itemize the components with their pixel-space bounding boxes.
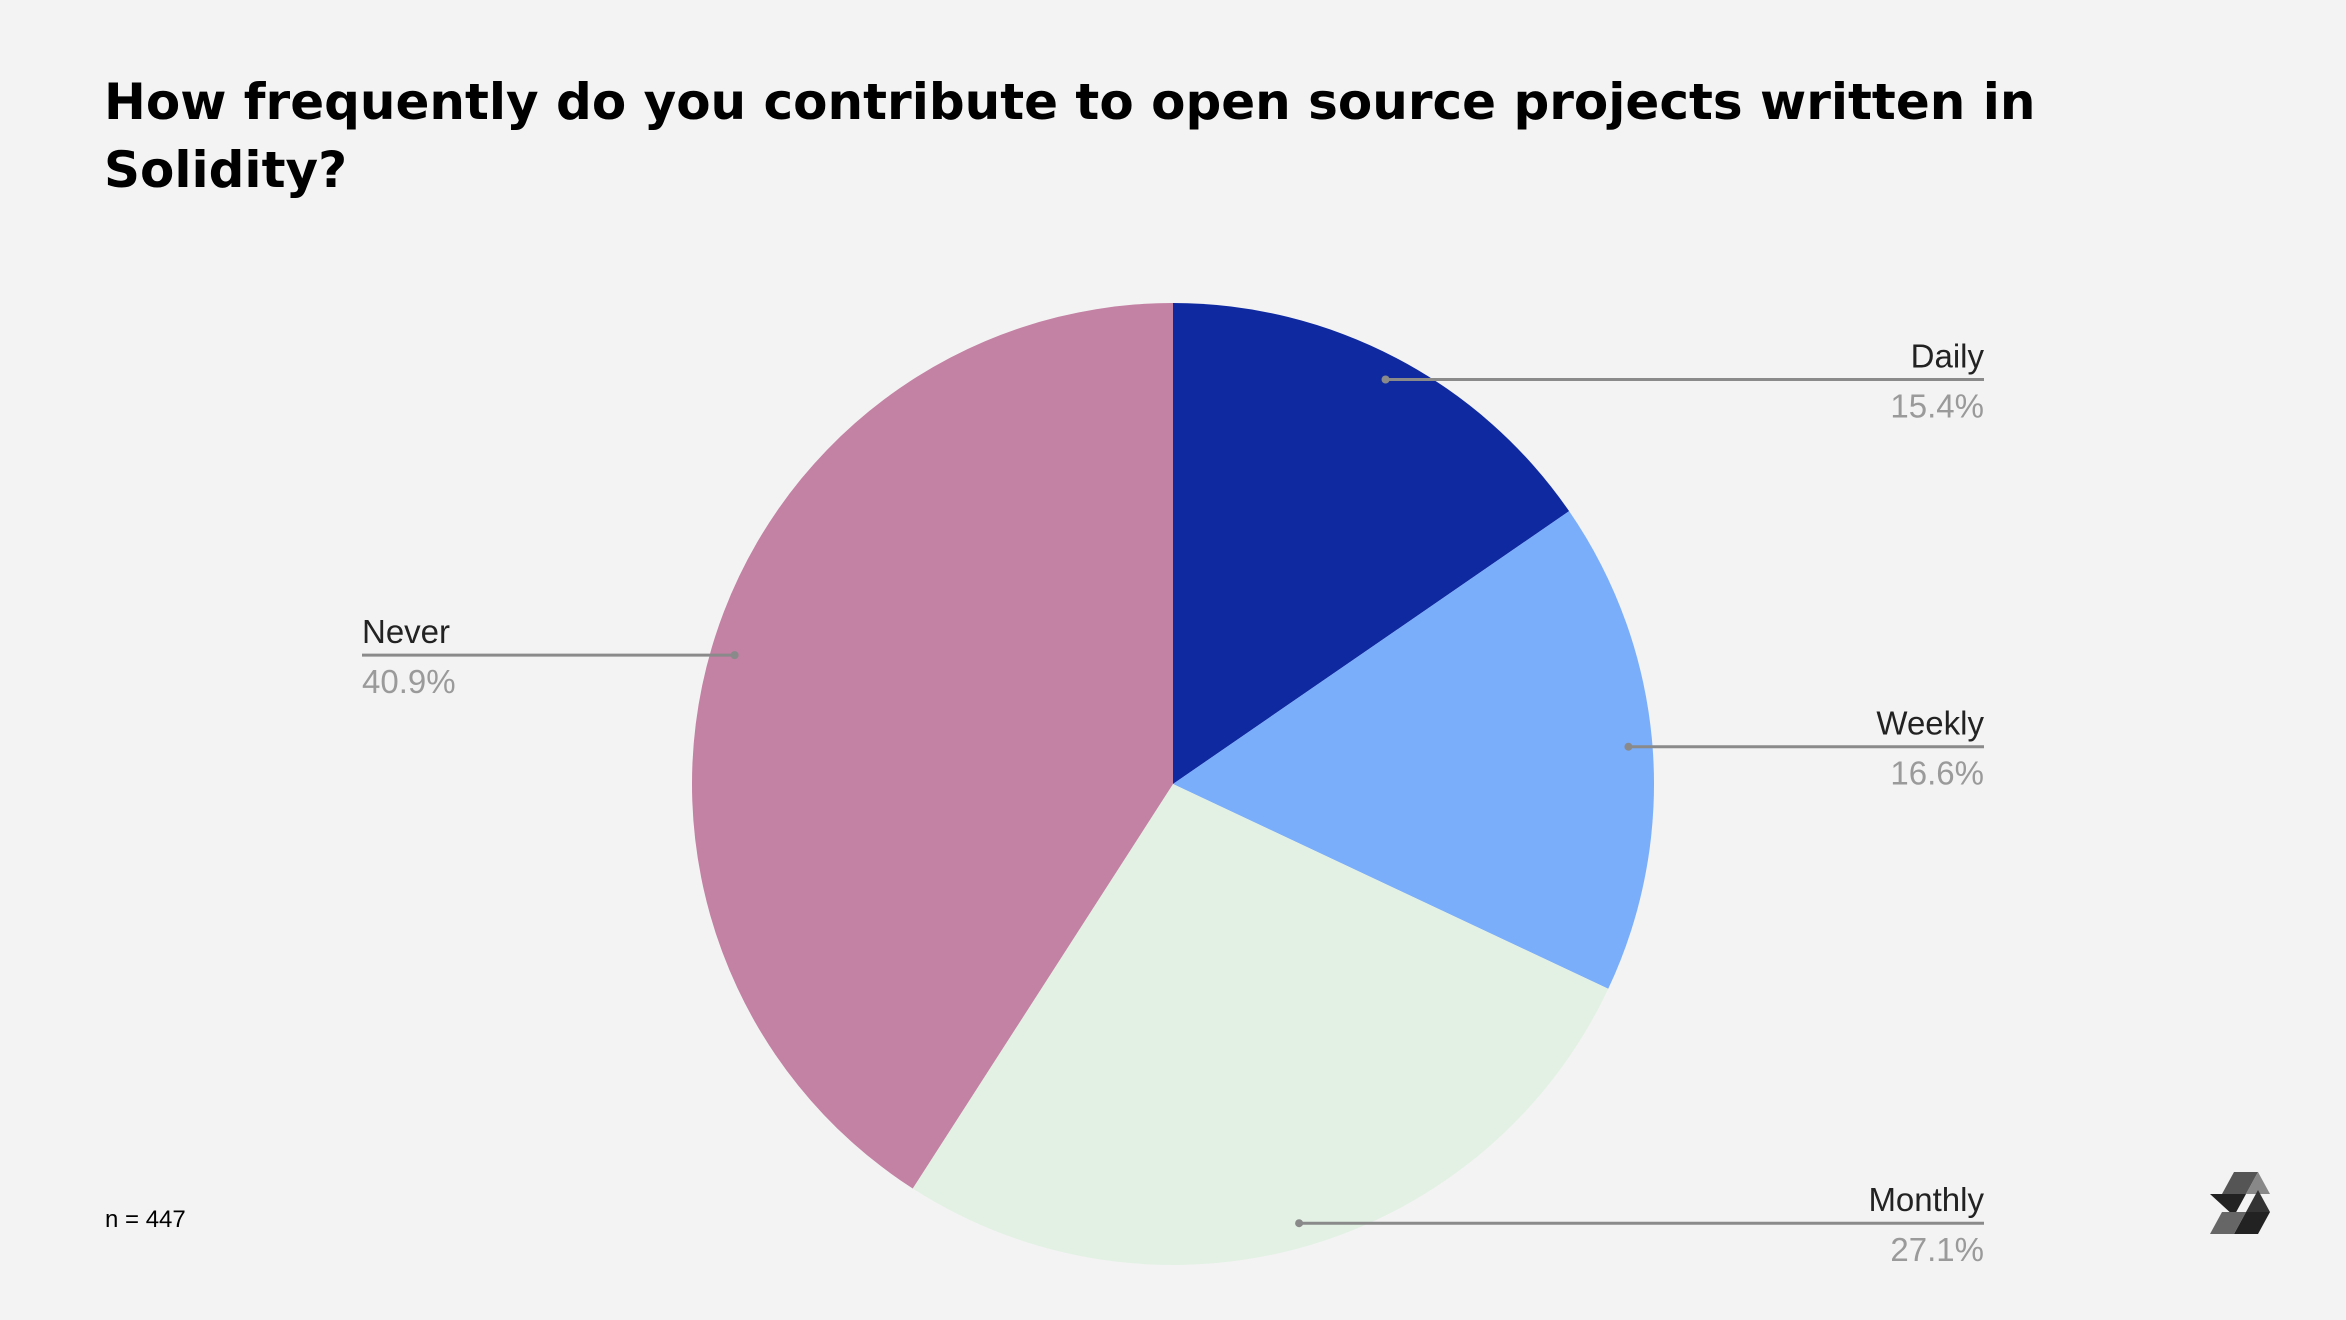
- slice-label: Never: [362, 613, 450, 650]
- slice-label: Daily: [1911, 337, 1985, 374]
- pie-slice: [691, 303, 1173, 1189]
- pie-slice: [1173, 511, 1654, 989]
- leader-dot: [1295, 1219, 1304, 1228]
- chart-title: How frequently do you contribute to open…: [104, 73, 2036, 199]
- logo-part: [2246, 1190, 2270, 1212]
- slice-label: Monthly: [1868, 1181, 1984, 1218]
- slice-label: Weekly: [1876, 705, 1984, 742]
- logo: [2210, 1172, 2270, 1234]
- slice-value-label: 15.4%: [1890, 387, 1984, 424]
- slice-value-label: 16.6%: [1890, 755, 1984, 792]
- leader-dot: [1624, 742, 1633, 751]
- pie-slice: [1173, 303, 1570, 784]
- pie-slice: [912, 784, 1609, 1266]
- leader-dot: [730, 651, 739, 660]
- logo-part: [2210, 1212, 2246, 1234]
- logo-part: [2246, 1172, 2270, 1194]
- leader-dot: [1381, 375, 1390, 384]
- logo-part: [2210, 1194, 2246, 1216]
- slice-value-label: 40.9%: [362, 663, 456, 700]
- slice-value-label: 27.1%: [1890, 1231, 1984, 1268]
- sample-size-note: n = 447: [105, 1206, 186, 1233]
